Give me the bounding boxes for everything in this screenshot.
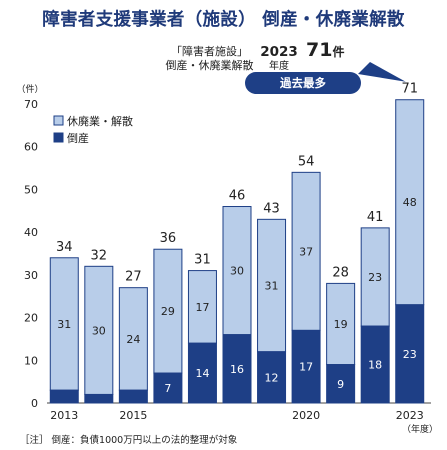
bar-segment-closure bbox=[291, 171, 321, 331]
x-tick-label: 2013 bbox=[50, 409, 78, 422]
subtitle-count-unit: 件 bbox=[332, 45, 345, 59]
bar-segment-closure bbox=[360, 227, 390, 327]
y-tick-label: 20 bbox=[24, 312, 38, 325]
bar-segment-closure bbox=[395, 99, 425, 306]
data-label-total: 36 bbox=[160, 231, 177, 246]
data-label-bankruptcy: 23 bbox=[403, 348, 417, 361]
bar-segment-bankruptcy bbox=[49, 389, 79, 404]
data-label-closure: 48 bbox=[403, 196, 417, 209]
y-tick-label: 0 bbox=[31, 397, 38, 410]
record-high-badge: 過去最多 bbox=[245, 72, 361, 94]
data-label-bankruptcy: 7 bbox=[164, 382, 171, 395]
callout-arrow bbox=[358, 62, 406, 82]
subtitle-count-number: 71 bbox=[306, 39, 333, 61]
bar-layer bbox=[49, 99, 425, 404]
chart-title: 障害者支援事業者（施設） 倒産・休廃業解散 bbox=[42, 10, 405, 30]
y-tick-label: 40 bbox=[24, 226, 38, 239]
bar-segment-bankruptcy bbox=[326, 364, 356, 404]
data-label-total: 34 bbox=[56, 240, 73, 255]
data-label-closure: 30 bbox=[92, 324, 106, 337]
bar-segment-closure bbox=[326, 282, 356, 366]
bar-segment-bankruptcy bbox=[291, 329, 321, 404]
subtitle-year: 2023 年度 bbox=[257, 45, 301, 73]
y-axis-unit-label: （件） bbox=[16, 83, 43, 95]
subtitle-year-suffix: 年度 bbox=[269, 61, 289, 72]
y-tick-label: 50 bbox=[24, 183, 38, 196]
bar-segment-bankruptcy bbox=[360, 325, 390, 404]
x-tick-label: 2023 bbox=[396, 409, 424, 422]
subtitle-label-line2: 倒産・休廃業解散 bbox=[165, 59, 254, 72]
bar-segment-bankruptcy bbox=[187, 342, 217, 404]
label-layer: 31 34 30 32 24 27 29 7 36 17 14 31 30 16 46 31 12 43 37 17 5… bbox=[56, 82, 418, 395]
subtitle-year-number: 2023 bbox=[260, 44, 298, 60]
bar-segment-bankruptcy bbox=[118, 389, 148, 404]
legend-label: 倒産 bbox=[67, 132, 89, 145]
legend-swatch bbox=[53, 115, 64, 126]
bar-segment-closure bbox=[222, 206, 252, 336]
data-label-bankruptcy: 16 bbox=[230, 363, 244, 376]
axis-layer: （件） 0 10 20 30 40 50 60 70 2013 2015 2020 2023（年度） bbox=[16, 83, 438, 435]
legend-swatch bbox=[53, 132, 64, 143]
bar-segment-bankruptcy bbox=[395, 304, 425, 404]
subtitle-label: 「障害者施設」 倒産・休廃業解散 bbox=[152, 45, 267, 73]
data-label-total: 54 bbox=[298, 154, 315, 169]
data-label-closure: 31 bbox=[265, 280, 279, 293]
x-axis-unit-label: （年度） bbox=[402, 423, 438, 435]
bar-segment-bankruptcy bbox=[153, 372, 183, 404]
data-label-closure: 37 bbox=[299, 245, 313, 258]
data-label-bankruptcy: 9 bbox=[337, 378, 344, 391]
bar-segment-closure bbox=[118, 287, 148, 391]
y-tick-label: 10 bbox=[24, 354, 38, 367]
y-tick-label: 70 bbox=[24, 98, 38, 111]
data-label-bankruptcy: 18 bbox=[368, 359, 382, 372]
data-label-total: 28 bbox=[332, 265, 349, 280]
callout-arrow-layer bbox=[358, 62, 406, 82]
data-label-bankruptcy: 17 bbox=[299, 361, 313, 374]
data-label-total: 31 bbox=[194, 253, 211, 268]
data-label-bankruptcy: 12 bbox=[265, 371, 279, 384]
data-label-bankruptcy: 14 bbox=[195, 367, 209, 380]
bar-segment-bankruptcy bbox=[222, 334, 252, 404]
bar-segment-closure bbox=[153, 248, 183, 374]
data-label-closure: 31 bbox=[57, 318, 71, 331]
data-label-total: 32 bbox=[91, 248, 108, 263]
bar-segment-bankruptcy bbox=[84, 393, 114, 404]
subtitle-count: 71件 bbox=[306, 39, 344, 61]
data-label-total: 71 bbox=[401, 82, 418, 97]
subtitle-label-line1: 「障害者施設」 bbox=[171, 45, 248, 58]
y-tick-label: 30 bbox=[24, 269, 38, 282]
data-label-total: 43 bbox=[263, 201, 280, 216]
data-label-closure: 24 bbox=[126, 333, 140, 346]
y-tick-label: 60 bbox=[24, 141, 38, 154]
legend-label: 休廃業・解散 bbox=[67, 114, 133, 128]
data-label-total: 27 bbox=[125, 270, 142, 285]
data-label-closure: 30 bbox=[230, 265, 244, 278]
footnote: ［注］ 倒産：負債1000万円以上の法的整理が対象 bbox=[20, 435, 238, 446]
x-tick-label: 2015 bbox=[119, 409, 147, 422]
x-tick-label: 2020 bbox=[292, 409, 320, 422]
data-label-closure: 23 bbox=[368, 271, 382, 284]
bar-segment-bankruptcy bbox=[257, 351, 287, 404]
data-label-closure: 17 bbox=[195, 301, 209, 314]
bar-segment-closure bbox=[84, 265, 114, 395]
data-label-closure: 19 bbox=[334, 318, 348, 331]
data-label-total: 41 bbox=[367, 210, 384, 225]
data-label-total: 46 bbox=[229, 189, 246, 204]
data-label-closure: 29 bbox=[161, 305, 175, 318]
